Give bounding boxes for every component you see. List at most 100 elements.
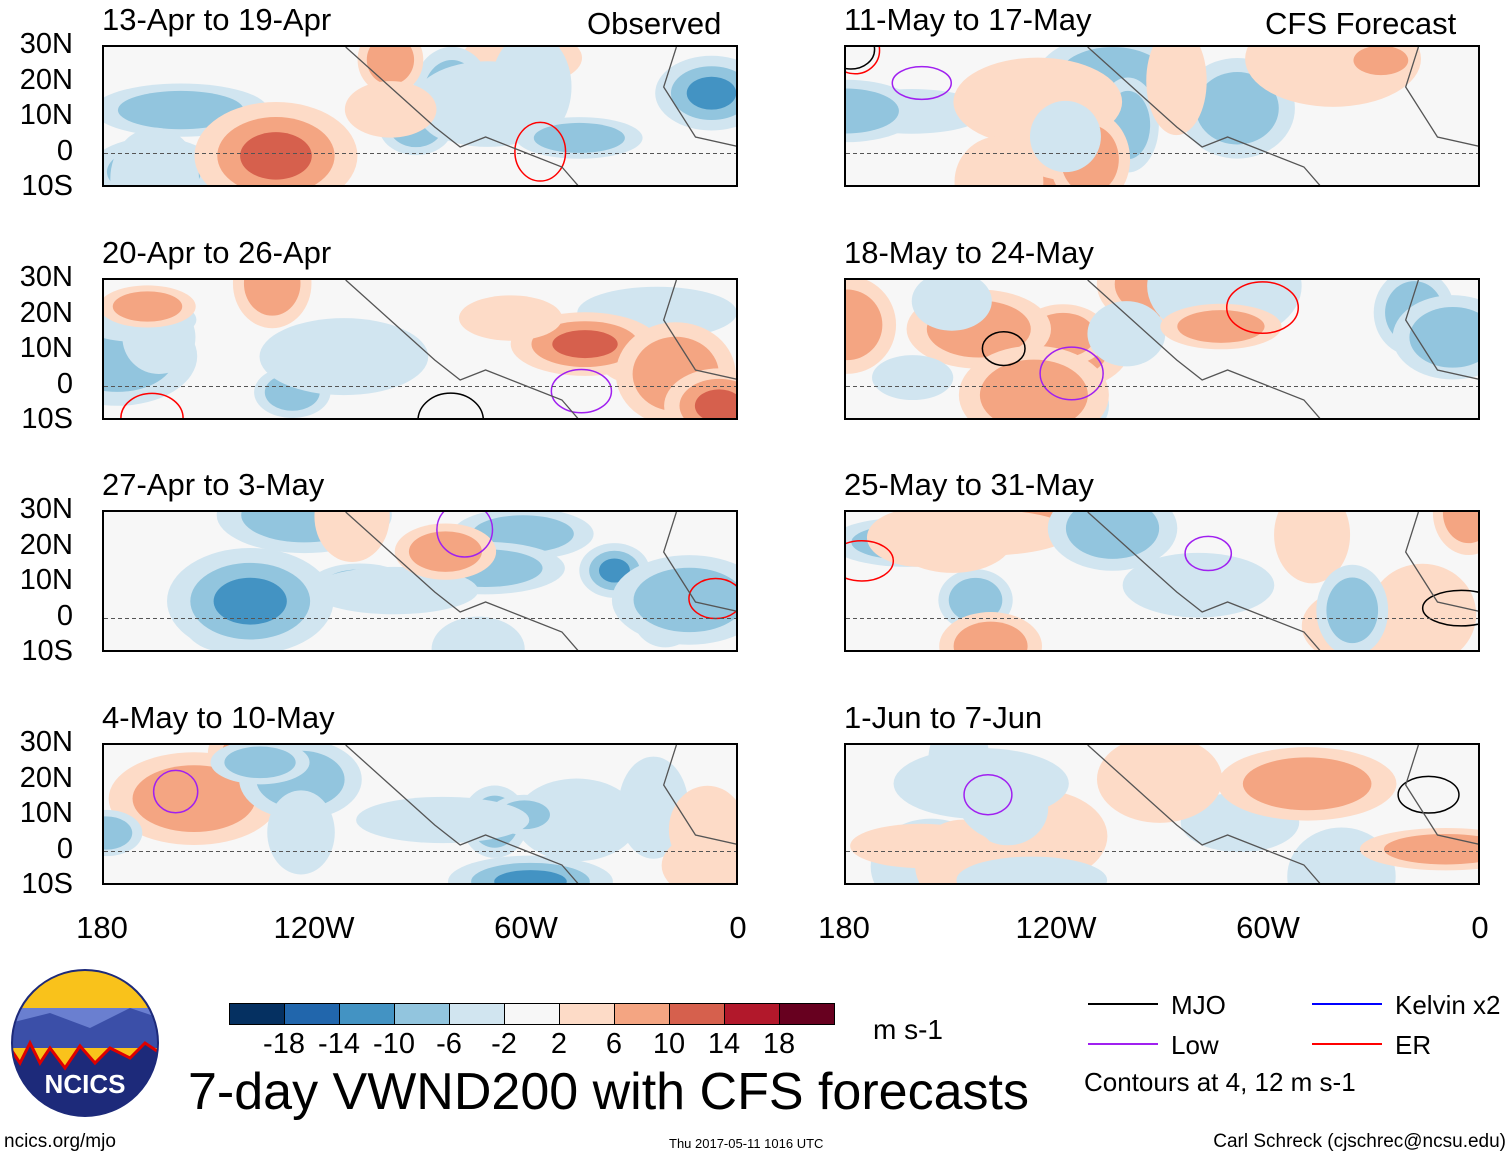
- panel-title: 4-May to 10-May: [102, 700, 335, 735]
- anomaly-blob: [1442, 512, 1478, 544]
- contour-line: [120, 392, 184, 418]
- anomaly-blob: [1383, 833, 1478, 865]
- anomaly-blob: [431, 616, 525, 650]
- anomaly-blob: [1177, 310, 1265, 343]
- map-panel: [102, 45, 738, 187]
- anomaly-blob: [1122, 552, 1275, 618]
- contour-line: [1421, 589, 1478, 627]
- legend-label: Low: [1171, 1030, 1219, 1060]
- panel-title: 18-May to 24-May: [844, 235, 1094, 270]
- anomaly-field: [104, 512, 736, 650]
- legend-line: [1088, 1043, 1158, 1045]
- panel-title: 20-Apr to 26-Apr: [102, 235, 332, 270]
- figure-title: 7-day VWND200 with CFS forecasts: [188, 1063, 1029, 1121]
- contour-line: [891, 65, 953, 101]
- y-tick-label: 0: [56, 599, 73, 632]
- coastline: [1087, 47, 1478, 185]
- coastline: [345, 47, 736, 185]
- anomaly-field: [846, 745, 1478, 883]
- contour-line: [846, 540, 895, 582]
- panel-title: 27-Apr to 3-May: [102, 467, 325, 502]
- anomaly-blob: [1029, 100, 1101, 173]
- y-tick-label: 20N: [19, 296, 73, 329]
- anomaly-blob: [953, 621, 1028, 650]
- colorbar-label: 18: [762, 1028, 796, 1060]
- y-tick-label: 10S: [21, 635, 73, 667]
- legend-line: [1312, 1003, 1382, 1005]
- colorbar-label: -10: [373, 1028, 415, 1060]
- y-tick-label: 10N: [19, 99, 73, 131]
- x-tick-label: 60W: [1236, 910, 1300, 945]
- anomaly-blob: [366, 47, 415, 85]
- forecast-label: CFS Forecast: [1265, 6, 1457, 41]
- anomaly-blob: [110, 127, 199, 185]
- x-tick-label: 180: [818, 910, 870, 945]
- anomaly-blob: [117, 90, 244, 130]
- y-tick-label: 0: [56, 134, 73, 167]
- colorbar-swatch: [229, 1003, 285, 1025]
- x-tick-label: 120W: [1015, 910, 1097, 945]
- colorbar-label: 2: [550, 1028, 568, 1060]
- contour-line: [550, 368, 613, 414]
- legend-label: ER: [1395, 1030, 1432, 1060]
- colorbar-swatch: [779, 1003, 835, 1025]
- y-tick-label: 10S: [21, 170, 73, 202]
- contour-line: [981, 330, 1026, 367]
- anomaly-blob: [686, 76, 736, 110]
- y-tick-label: 0: [56, 367, 73, 400]
- anomaly-blob: [132, 765, 256, 833]
- y-tick-label: 20N: [19, 63, 73, 96]
- y-tick-label: 10S: [21, 403, 73, 435]
- anomaly-blob: [314, 512, 390, 563]
- panel-title: 13-Apr to 19-Apr: [102, 2, 332, 37]
- colorbar-label: -6: [436, 1028, 462, 1060]
- anomaly-blob: [694, 389, 736, 418]
- coastline: [1087, 745, 1478, 883]
- legend-line: [1312, 1043, 1382, 1045]
- colorbar-label: -2: [491, 1028, 517, 1060]
- anomaly-blob: [408, 531, 482, 572]
- anomaly-blob: [104, 816, 133, 850]
- contour-note: Contours at 4, 12 m s-1: [1084, 1067, 1356, 1097]
- y-tick-label: 10N: [19, 797, 73, 829]
- anomaly-field: [104, 745, 736, 883]
- colorbar-label: 14: [707, 1028, 741, 1060]
- y-tick-label: 20N: [19, 761, 73, 794]
- anomaly-blob: [533, 122, 625, 153]
- panel-title: 25-May to 31-May: [844, 467, 1094, 502]
- legend-label: MJO: [1171, 990, 1226, 1020]
- anomaly-blob: [979, 359, 1088, 418]
- anomaly-blob: [1242, 757, 1372, 811]
- coastline: [1087, 512, 1478, 650]
- anomaly-blob: [344, 81, 437, 138]
- anomaly-blob: [213, 577, 287, 625]
- colorbar-swatch: [339, 1003, 395, 1025]
- anomaly-blob: [356, 796, 530, 844]
- anomaly-blob: [1195, 72, 1279, 145]
- anomaly-blob: [872, 355, 954, 401]
- anomaly-blob: [458, 295, 563, 341]
- anomaly-blob: [240, 132, 312, 180]
- y-tick-label: 10N: [19, 332, 73, 364]
- x-tick-label: 120W: [273, 910, 355, 945]
- anomaly-blob: [243, 280, 301, 316]
- y-tick-label: 10S: [21, 868, 73, 900]
- coastline: [345, 280, 736, 418]
- colorbar-swatch: [559, 1003, 615, 1025]
- contour-line: [152, 769, 199, 814]
- anomaly-blob: [954, 136, 1044, 185]
- map-panel: [102, 510, 738, 652]
- anomaly-blob: [411, 61, 564, 147]
- map-panel: [844, 45, 1480, 187]
- x-tick-label: 180: [76, 910, 128, 945]
- site-link[interactable]: ncics.org/mjo: [4, 1131, 116, 1152]
- y-tick-label: 30N: [19, 261, 73, 293]
- contour-line: [1225, 281, 1300, 335]
- map-panel: [844, 743, 1480, 885]
- panel-title: 11-May to 17-May: [844, 2, 1092, 37]
- anomaly-blob: [494, 870, 567, 883]
- anomaly-field: [104, 47, 736, 185]
- contour-line: [1184, 535, 1233, 572]
- anomaly-blob: [846, 289, 883, 361]
